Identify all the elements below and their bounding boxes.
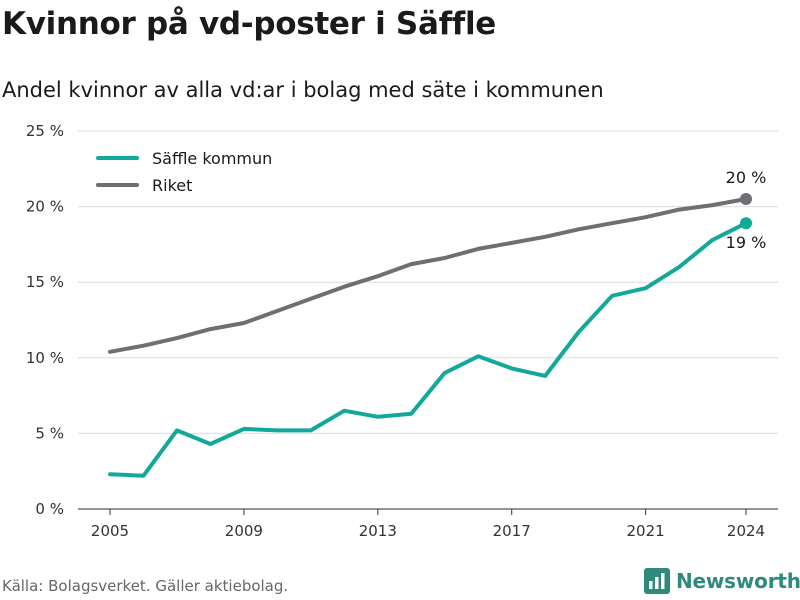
x-tick-label: 2005 (91, 522, 129, 540)
x-tick-label: 2013 (359, 522, 397, 540)
x-tick-label: 2024 (727, 522, 765, 540)
y-tick-label: 10 % (26, 349, 64, 367)
series-line-riket (108, 197, 748, 354)
brand-name: Newsworthy (676, 569, 800, 593)
brand-logo[interactable]: Newsworthy (644, 568, 800, 594)
chart-subtitle: Andel kvinnor av alla vd:ar i bolag med … (2, 78, 604, 102)
series-line-saffle (108, 221, 748, 478)
x-tick-label: 2009 (225, 522, 263, 540)
chart-title: Kvinnor på vd-poster i Säffle (2, 6, 496, 42)
bar-chart-logo-icon (644, 568, 670, 594)
x-tick-label: 2021 (626, 522, 664, 540)
y-axis: 0 % 5 % 10 % 15 % 20 % 25 % (26, 122, 64, 518)
y-tick-label: 20 % (26, 198, 64, 216)
y-tick-label: 5 % (35, 424, 64, 442)
series-lines: 20 % 19 % (108, 168, 767, 478)
legend: Säffle kommun Riket (96, 149, 272, 195)
y-tick-label: 15 % (26, 273, 64, 291)
end-label-riket: 20 % (726, 168, 767, 187)
line-chart: 0 %5 %10 %15 %20 %25 % 2005 2009 2013 2017 2… (26, 122, 778, 540)
legend-label-riket: Riket (152, 176, 192, 195)
end-point-riket (740, 193, 752, 206)
legend-label-saffle: Säffle kommun (152, 149, 272, 168)
x-tick-label: 2017 (493, 522, 531, 540)
x-axis: 2005 2009 2013 2017 2021 2024 (91, 509, 765, 540)
y-tick-label: 0 % (35, 500, 64, 518)
source-note: Källa: Bolagsverket. Gäller aktiebolag. (2, 577, 289, 595)
end-label-saffle: 19 % (726, 233, 767, 252)
end-point-saffle (740, 217, 752, 230)
y-tick-label: 25 % (26, 122, 64, 140)
gridlines (78, 130, 778, 510)
